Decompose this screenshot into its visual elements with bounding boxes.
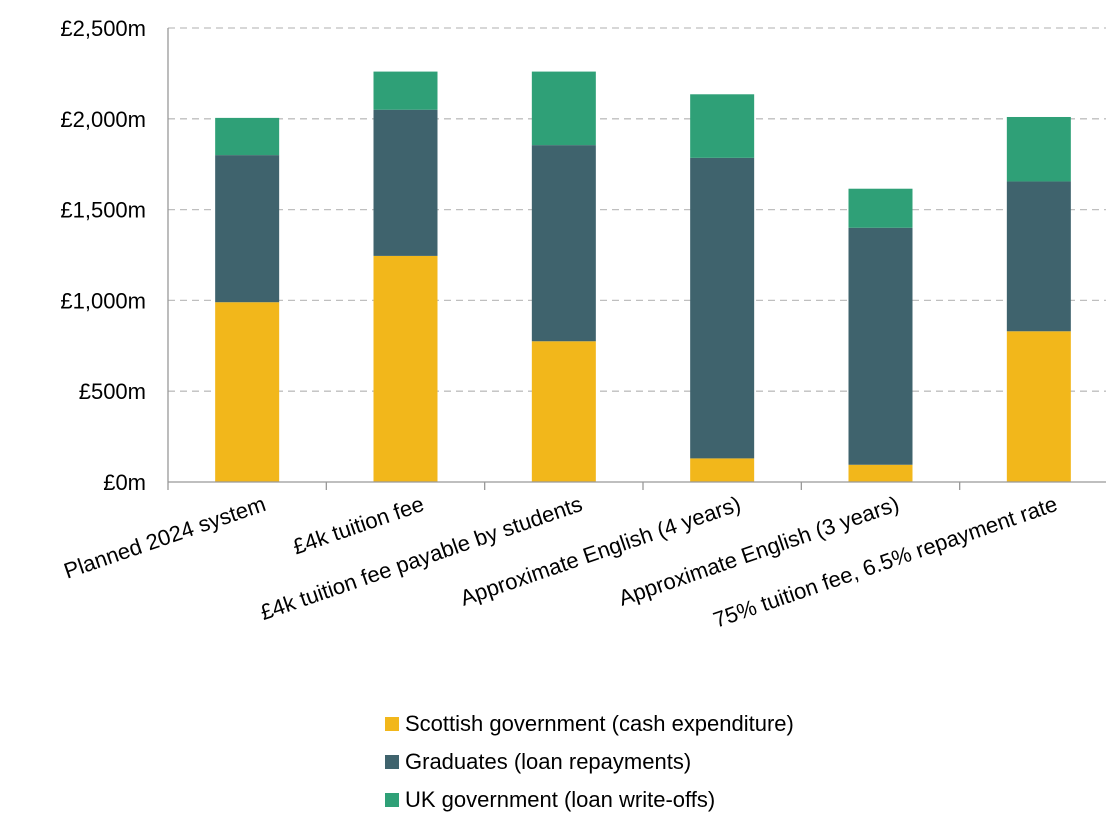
bar-segment	[531, 145, 596, 342]
bar-segment	[1006, 116, 1071, 182]
bars	[215, 71, 1071, 482]
bar-segment	[373, 71, 438, 110]
x-axis	[167, 28, 1106, 490]
y-tick-label: £1,000m	[60, 288, 146, 313]
legend-label: UK government (loan write-offs)	[405, 787, 715, 812]
legend-label: Graduates (loan repayments)	[405, 749, 691, 774]
bar-segment	[531, 71, 596, 146]
bar-segment	[848, 188, 913, 228]
bar-segment	[690, 94, 755, 158]
bar-segment	[215, 155, 280, 303]
y-tick-label: £0m	[103, 470, 146, 495]
y-tick-label: £2,500m	[60, 16, 146, 41]
legend-swatch	[385, 793, 399, 807]
legend-label: Scottish government (cash expenditure)	[405, 711, 794, 736]
bar-segment	[215, 302, 280, 482]
gridlines	[168, 27, 1106, 392]
bar-segment	[1006, 181, 1071, 332]
legend-swatch	[385, 717, 399, 731]
bar-segment	[848, 464, 913, 482]
bar-segment	[690, 157, 755, 459]
y-axis-tick-labels: £0m £500m £1,000m £1,500m £2,000m £2,500m	[60, 16, 146, 495]
bar-segment	[690, 458, 755, 482]
x-category-label: Planned 2024 system	[61, 491, 269, 584]
legend-item: Scottish government (cash expenditure)	[385, 711, 794, 736]
bar-segment	[848, 227, 913, 465]
legend-item: UK government (loan write-offs)	[385, 787, 715, 812]
y-tick-label: £1,500m	[60, 198, 146, 223]
x-axis-category-labels: Planned 2024 system £4k tuition fee£4k tu…	[61, 491, 1061, 632]
bar-segment	[215, 117, 280, 156]
bar-segment	[1006, 331, 1071, 482]
legend: Scottish government (cash expenditure) Gr…	[385, 711, 794, 812]
legend-swatch	[385, 755, 399, 769]
x-category-label: Approximate English (4 years)	[457, 491, 744, 611]
bar-segment	[373, 109, 438, 256]
bar-segment	[373, 255, 438, 482]
bar-segment	[531, 341, 596, 482]
y-tick-label: £500m	[79, 379, 146, 404]
y-tick-label: £2,000m	[60, 107, 146, 132]
legend-item: Graduates (loan repayments)	[385, 749, 691, 774]
